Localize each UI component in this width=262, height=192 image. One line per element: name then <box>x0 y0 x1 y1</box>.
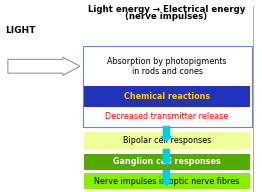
Text: Light energy → Electrical energy: Light energy → Electrical energy <box>88 5 245 14</box>
FancyArrow shape <box>160 170 173 186</box>
Text: Chemical reactions: Chemical reactions <box>124 92 210 101</box>
FancyArrow shape <box>8 57 80 75</box>
Text: Nerve impulses in optic nerve fibres: Nerve impulses in optic nerve fibres <box>94 177 240 186</box>
Bar <box>84 48 250 85</box>
Text: Absorption by photopigments: Absorption by photopigments <box>107 57 227 66</box>
Bar <box>83 46 252 127</box>
FancyArrow shape <box>160 126 173 142</box>
Text: (nerve impulses): (nerve impulses) <box>125 12 208 22</box>
Text: Ganglion cell responses: Ganglion cell responses <box>113 157 221 166</box>
Bar <box>84 154 250 170</box>
FancyArrow shape <box>160 149 173 165</box>
Text: in rods and cones: in rods and cones <box>132 67 203 76</box>
Bar <box>84 86 250 107</box>
Text: LIGHT: LIGHT <box>5 26 36 35</box>
Bar <box>84 173 250 189</box>
Bar <box>84 107 250 126</box>
Text: Decreased transmitter release: Decreased transmitter release <box>105 112 229 121</box>
Bar <box>84 132 250 149</box>
Text: Bipolar cell responses: Bipolar cell responses <box>123 136 211 145</box>
